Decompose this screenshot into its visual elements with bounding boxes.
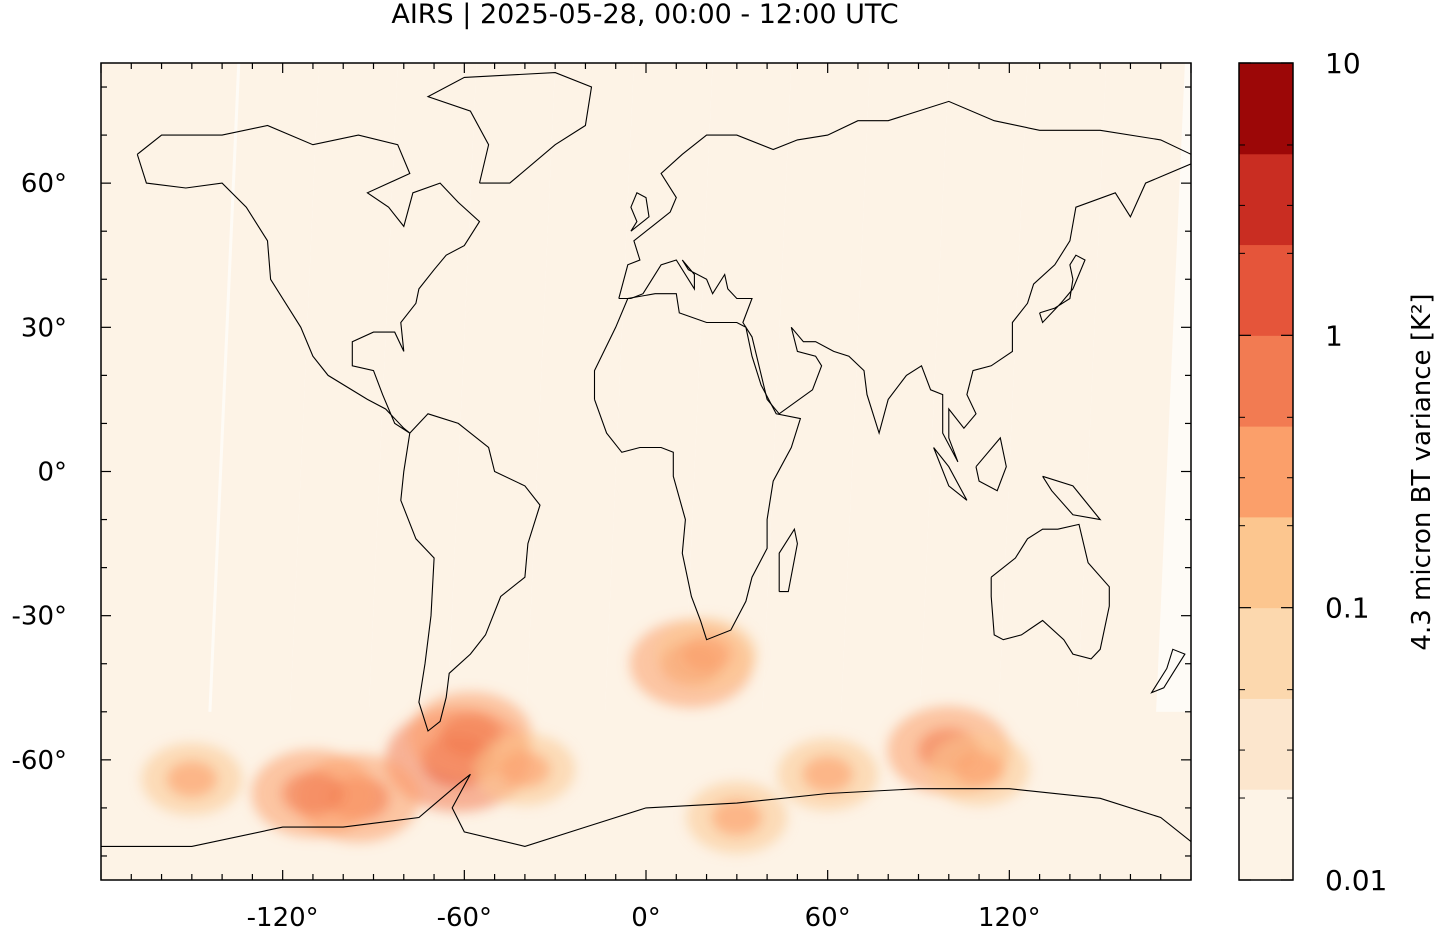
colorbar-segment — [1239, 426, 1293, 518]
colorbar-segment — [1239, 698, 1293, 790]
colorbar-segment — [1239, 607, 1293, 699]
coastline — [933, 447, 968, 501]
swath-stripe — [440, 63, 556, 880]
swath-stripe — [912, 63, 1028, 880]
coastline — [975, 436, 1007, 492]
variance-hotspot-core — [166, 761, 218, 798]
coastline — [136, 124, 481, 434]
coastline — [101, 773, 1191, 847]
coastline — [1150, 648, 1186, 694]
colorbar-tick-label: 10 — [1325, 47, 1361, 80]
variance-hotspot-core — [711, 799, 763, 836]
colorbar-segment — [1239, 789, 1293, 881]
colorbar — [1238, 62, 1294, 881]
lon-tick-label: -60° — [437, 903, 492, 930]
colorbar-tick-label: 0.1 — [1325, 592, 1370, 625]
coastline — [593, 293, 802, 641]
swath-stripe — [101, 63, 162, 880]
lon-tick-label: 0° — [631, 903, 661, 930]
swath-stripe — [282, 63, 398, 880]
colorbar-tick-labels: 10 1 0.1 0.01 — [1325, 47, 1387, 897]
variance-hotspot-core — [681, 636, 732, 673]
coastline — [778, 527, 798, 593]
swath-stripe — [518, 63, 634, 880]
swath-stripe — [122, 63, 238, 880]
coastlines — [101, 72, 1191, 847]
coastline — [618, 100, 1191, 463]
coastline — [400, 413, 541, 732]
colorbar-tick-label: 1 — [1325, 319, 1343, 352]
variance-hotspot-core — [953, 751, 1005, 788]
satellite-swaths — [101, 63, 1191, 880]
lat-tick-label: -30° — [12, 602, 67, 632]
colorbar-segment — [1239, 516, 1293, 609]
variance-hotspot-core — [282, 771, 344, 816]
swath-stripe — [361, 63, 477, 880]
swath-stripe — [833, 63, 949, 880]
variance-hotspot-core — [499, 751, 551, 788]
lat-tick-label: 30° — [21, 313, 67, 343]
swath-stripe — [203, 63, 319, 880]
lat-tick-label: 60° — [21, 169, 67, 199]
variance-hotspot-core — [802, 756, 853, 793]
colorbar-frame — [1238, 62, 1294, 881]
coastline — [1039, 254, 1086, 324]
colorbar-label: 4.3 micron BT variance [K²] — [1407, 293, 1437, 650]
lat-tick-label: 0° — [37, 458, 67, 488]
longitude-labels: -120° -60° 0° 60° 120° — [247, 903, 1041, 930]
latitude-labels: 60° 30° 0° -30° -60° — [12, 169, 67, 776]
swath-stripe — [755, 63, 871, 880]
colorbar-segment — [1239, 153, 1293, 246]
coastline — [630, 192, 650, 232]
swath-stripe — [991, 63, 1107, 880]
lon-tick-label: -120° — [247, 903, 319, 930]
lat-tick-label: -60° — [12, 746, 67, 776]
map-title: AIRS | 2025-05-28, 00:00 - 12:00 UTC — [391, 0, 899, 30]
colorbar-segment — [1239, 335, 1293, 427]
coastline — [990, 523, 1110, 660]
swath-stripe — [1069, 63, 1185, 880]
lon-tick-label: 120° — [978, 903, 1041, 930]
coastline — [426, 72, 593, 184]
lon-tick-label: 60° — [805, 903, 851, 930]
colorbar-tick-label: 0.01 — [1325, 864, 1387, 897]
variance-hotspots — [141, 618, 1030, 854]
colorbar-segment — [1239, 63, 1293, 155]
coastline — [1042, 475, 1102, 521]
colorbar-segment — [1239, 244, 1293, 336]
map-tick-marks — [100, 63, 1192, 880]
